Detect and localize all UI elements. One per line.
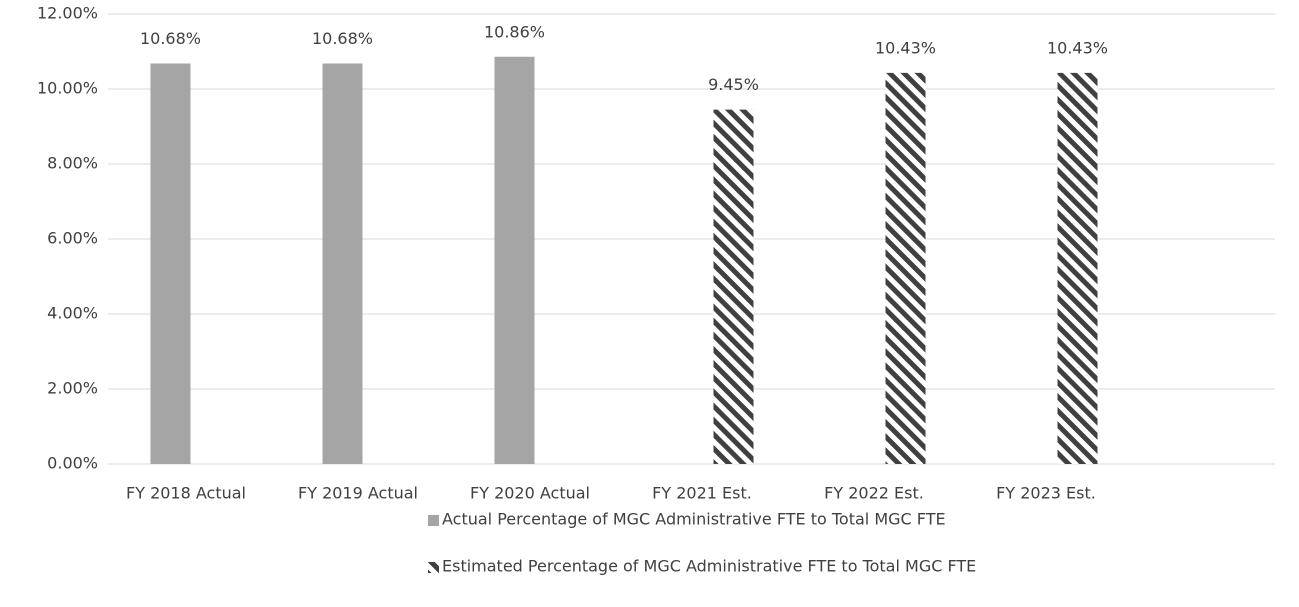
x-tick-label: FY 2019 Actual — [298, 484, 418, 503]
y-tick-label: 10.00% — [37, 79, 98, 98]
y-tick-label: 6.00% — [47, 229, 98, 248]
bar — [1057, 72, 1098, 464]
x-tick-label: FY 2020 Actual — [470, 484, 590, 503]
y-tick-label: 8.00% — [47, 154, 98, 173]
y-tick-label: 2.00% — [47, 379, 98, 398]
bar — [322, 63, 363, 464]
y-tick-label: 12.00% — [37, 4, 98, 23]
bar — [494, 56, 535, 464]
data-label: 10.86% — [484, 22, 545, 41]
legend-swatch — [428, 562, 439, 573]
y-tick-label: 0.00% — [47, 454, 98, 473]
bar — [713, 109, 754, 464]
bar — [150, 63, 191, 464]
y-tick-label: 4.00% — [47, 304, 98, 323]
bar — [885, 72, 926, 464]
x-tick-label: FY 2018 Actual — [126, 484, 246, 503]
legend-label: Estimated Percentage of MGC Administrati… — [442, 557, 976, 576]
x-tick-label: FY 2023 Est. — [996, 484, 1096, 503]
data-label: 10.43% — [875, 38, 936, 57]
legend-swatch — [428, 515, 439, 526]
data-label: 10.68% — [312, 29, 373, 48]
legend-label: Actual Percentage of MGC Administrative … — [442, 510, 946, 529]
data-label: 9.45% — [708, 75, 759, 94]
x-tick-label: FY 2022 Est. — [824, 484, 924, 503]
data-label: 10.68% — [140, 29, 201, 48]
data-label: 10.43% — [1047, 38, 1108, 57]
x-tick-label: FY 2021 Est. — [652, 484, 752, 503]
